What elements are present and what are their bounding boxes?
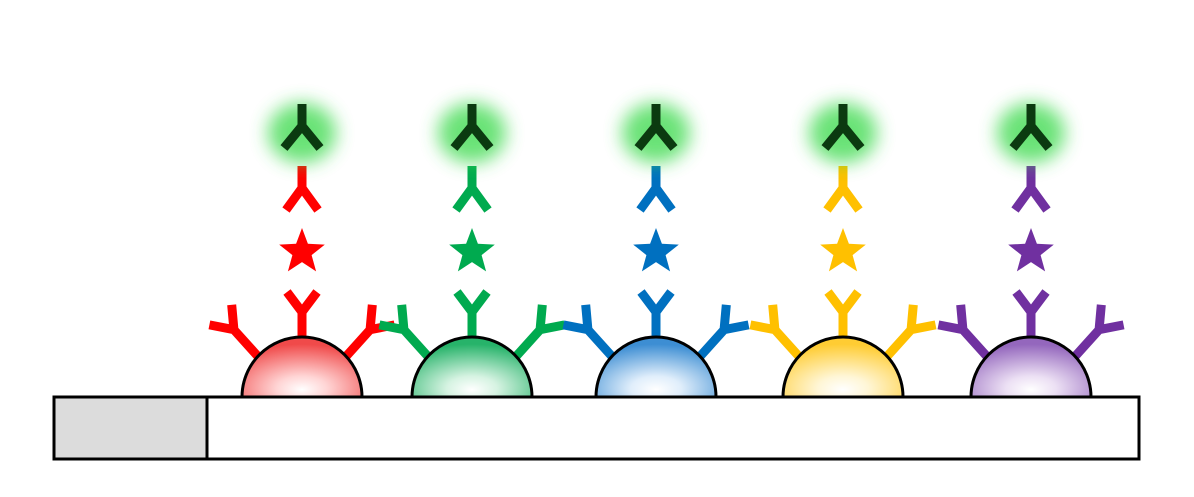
bead-icon — [594, 335, 718, 399]
bead-icon — [781, 335, 905, 399]
bead-icon — [969, 335, 1093, 399]
capture-antibody-right — [1071, 304, 1125, 360]
fluorescent-antibody-icon — [622, 103, 690, 163]
capture-antibody-right — [512, 304, 566, 360]
capture-antibody-right — [883, 304, 937, 360]
substrate — [52, 395, 1141, 461]
substrate-strip — [205, 395, 1141, 461]
bead-icon — [240, 335, 364, 399]
secondary-antibody-icon — [1011, 166, 1051, 213]
bead-icon — [410, 335, 534, 399]
secondary-antibody-icon — [636, 166, 676, 213]
assay-units — [208, 103, 1125, 399]
secondary-antibody-icon — [282, 166, 322, 213]
antigen-star-icon — [279, 228, 325, 272]
antigen-star-icon — [449, 228, 495, 272]
antigen-star-icon — [820, 228, 866, 272]
secondary-antibody-icon — [823, 166, 863, 213]
capture-antibody-icon — [749, 289, 937, 360]
detection-antibody — [450, 104, 494, 151]
capture-antibody-right — [696, 304, 750, 360]
capture-antibody-icon — [378, 289, 566, 360]
detection-antibody — [1009, 104, 1053, 151]
assay-unit-purple — [937, 103, 1125, 399]
fluorescent-antibody-icon — [268, 103, 336, 163]
assay-unit-red — [208, 103, 396, 399]
fluorescent-antibody-icon — [438, 103, 506, 163]
capture-antibody-left — [749, 304, 803, 360]
assay-unit-blue — [562, 103, 750, 399]
capture-antibody-left — [378, 304, 432, 360]
capture-antibody-left — [208, 304, 262, 360]
antigen-star-icon — [633, 228, 679, 272]
capture-antibody-icon — [937, 289, 1125, 360]
assay-unit-yellow — [749, 103, 937, 399]
capture-antibody-icon — [208, 289, 396, 360]
capture-antibody-left — [937, 304, 991, 360]
detection-antibody — [280, 104, 324, 151]
detection-antibody — [821, 104, 865, 151]
fluorescent-antibody-icon — [809, 103, 877, 163]
detection-antibody — [634, 104, 678, 151]
antigen-star-icon — [1008, 228, 1054, 272]
substrate-cap — [52, 395, 209, 461]
capture-antibody-left — [562, 304, 616, 360]
secondary-antibody-icon — [452, 166, 492, 213]
fluorescent-antibody-icon — [997, 103, 1065, 163]
assay-unit-green — [378, 103, 566, 399]
